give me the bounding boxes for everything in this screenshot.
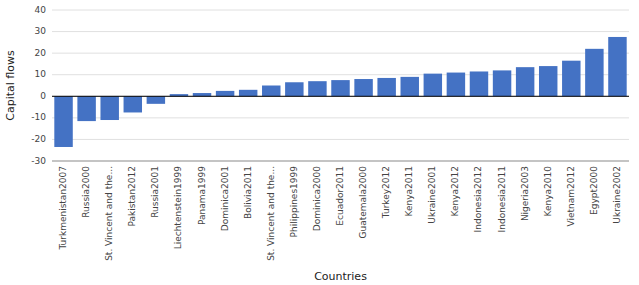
bar [585,49,603,96]
bar [470,71,488,96]
bar [608,37,626,96]
x-tick-label: Dominica2001 [220,166,230,231]
y-tick-label: 30 [35,26,47,36]
bar [401,77,419,96]
x-axis-line [52,161,629,162]
bar [424,74,442,97]
chart: -30 -20 -10 0 10 20 30 40 Turkmenistan2007 Russia… [0,0,639,285]
x-tick-label: Kenya2011 [404,166,414,216]
y-tick-label: -30 [31,156,46,166]
x-tick-label: Egypt2000 [589,166,599,215]
bar [331,80,349,96]
x-tick-label: Pakistan2012 [127,166,137,227]
bar [493,70,511,96]
grid-line [52,31,629,32]
bar [539,66,557,96]
chart-container: -30 -20 -10 0 10 20 30 40 Turkmenistan2007 Russia… [0,0,639,285]
grid-line [52,96,629,97]
x-tick-label: Indonesia2012 [473,166,483,232]
bar [100,96,118,120]
grid-line [52,117,629,118]
y-tick-label: 20 [35,48,47,58]
y-tick-label: -10 [31,112,46,122]
grid-line [52,53,629,54]
x-tick-label: Kenya2012 [450,166,460,216]
bar [147,96,165,104]
x-tick-label: Turkey2012 [381,166,391,219]
bar [285,82,303,96]
bar [516,67,534,96]
grid-line [52,10,629,11]
bar [239,90,257,96]
x-axis-label: Countries [314,270,367,283]
y-tick-label: -20 [31,134,46,144]
zero-line [52,96,629,97]
x-tick-label: Ukraine2002 [612,166,622,224]
bar [308,81,326,96]
bar [54,96,72,147]
x-tick-label: Guatemala2000 [358,166,368,239]
x-tick-label: Panama1999 [197,166,207,225]
y-tick-label: 10 [35,69,47,79]
grid [52,10,629,161]
x-tick-label: Liechtenstein1999 [173,166,183,250]
x-tick-label: Ukraine2001 [427,166,437,224]
x-tick-label: St. Vincent and the... [266,166,276,261]
bars [54,37,626,147]
x-tick-label: Nigeria2003 [520,166,530,221]
bar [77,96,95,121]
x-tick-label: Russia2001 [150,166,160,218]
x-tick-label: Indonesia2011 [497,166,507,232]
bar [354,79,372,96]
x-tick-label: Russia2000 [81,166,91,218]
bar [562,61,580,97]
bar [216,91,234,96]
x-tick-label: Turkmenistan2007 [58,166,68,251]
bar [377,78,395,96]
grid-line [52,161,629,162]
x-tick-label: Bolivia2011 [243,166,253,219]
x-tick-label: Vietnam2012 [566,166,576,226]
y-tick-label: 40 [35,5,47,15]
x-tick-label: Philippines1999 [289,166,299,238]
x-tick-label: St. Vincent and the... [104,166,114,261]
bar [124,96,142,112]
x-tick-label: Ecuador2011 [335,166,345,226]
bar [262,86,280,97]
grid-line [52,139,629,140]
bar [447,73,465,97]
y-tick-label: 0 [40,91,46,101]
x-tick-label: Kenya2010 [543,166,553,217]
x-tick-label: Dominica2000 [312,166,322,232]
y-axis-label: Capital flows [4,50,17,121]
